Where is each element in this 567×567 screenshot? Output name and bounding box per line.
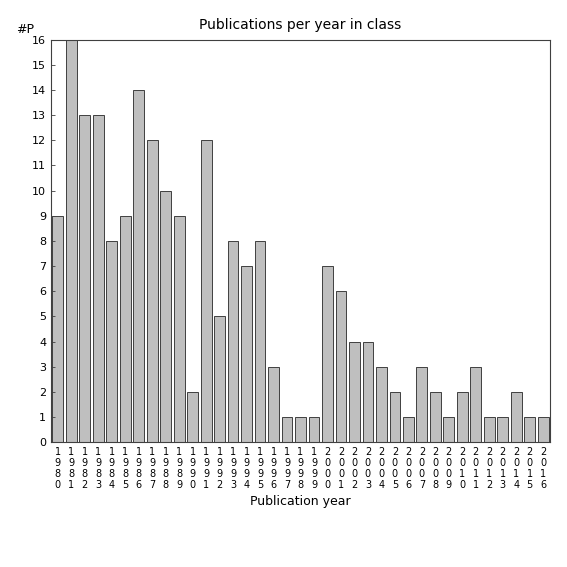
Title: Publications per year in class: Publications per year in class xyxy=(200,18,401,32)
Text: #P: #P xyxy=(16,23,34,36)
Bar xyxy=(349,341,360,442)
Bar xyxy=(255,241,265,442)
Bar xyxy=(214,316,225,442)
Bar xyxy=(133,90,144,442)
Bar xyxy=(93,115,104,442)
Bar xyxy=(457,392,468,442)
Bar xyxy=(66,40,77,442)
Bar xyxy=(295,417,306,442)
Bar xyxy=(79,115,90,442)
Bar xyxy=(107,241,117,442)
Bar xyxy=(336,291,346,442)
Bar xyxy=(120,216,130,442)
Bar xyxy=(497,417,508,442)
Bar xyxy=(322,266,333,442)
Bar xyxy=(362,341,373,442)
Bar xyxy=(484,417,494,442)
Bar xyxy=(228,241,239,442)
Bar xyxy=(282,417,293,442)
Bar xyxy=(376,367,387,442)
Bar xyxy=(201,141,211,442)
Bar xyxy=(187,392,198,442)
Bar xyxy=(417,367,428,442)
Bar xyxy=(241,266,252,442)
Bar xyxy=(403,417,414,442)
Bar xyxy=(538,417,549,442)
Bar xyxy=(308,417,319,442)
Bar xyxy=(390,392,400,442)
Bar xyxy=(430,392,441,442)
Bar xyxy=(511,392,522,442)
Bar xyxy=(471,367,481,442)
Bar xyxy=(147,141,158,442)
X-axis label: Publication year: Publication year xyxy=(250,495,351,508)
Bar xyxy=(268,367,279,442)
Bar xyxy=(524,417,535,442)
Bar xyxy=(174,216,184,442)
Bar xyxy=(443,417,454,442)
Bar xyxy=(160,191,171,442)
Bar xyxy=(52,216,63,442)
